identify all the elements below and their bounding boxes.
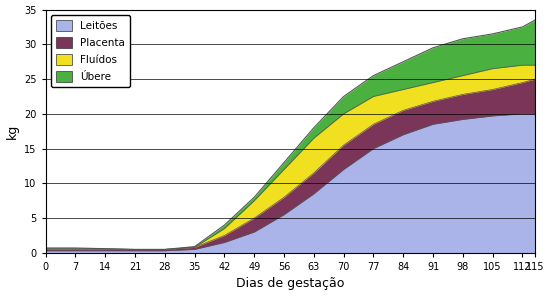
Legend: Leitões, Placenta, Fluídos, Úbere: Leitões, Placenta, Fluídos, Úbere: [51, 15, 130, 87]
X-axis label: Dias de gestação: Dias de gestação: [236, 277, 345, 290]
Y-axis label: kg: kg: [6, 124, 19, 139]
